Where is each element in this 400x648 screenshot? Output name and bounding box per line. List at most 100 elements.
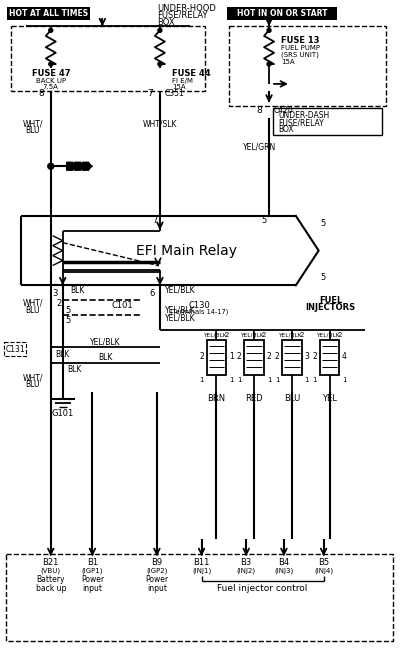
Text: 3: 3: [304, 353, 309, 361]
Text: BOX: BOX: [157, 18, 174, 27]
Text: 2: 2: [237, 353, 242, 361]
Text: 4: 4: [342, 353, 347, 361]
Polygon shape: [74, 162, 84, 170]
Text: WHT/: WHT/: [23, 299, 43, 308]
Text: G101: G101: [52, 409, 74, 418]
Text: HOT IN ON OR START: HOT IN ON OR START: [237, 9, 327, 18]
Text: YEL/BLK: YEL/BLK: [278, 332, 302, 338]
Text: EFI Main Relay: EFI Main Relay: [136, 244, 237, 258]
Text: YEL/BLK: YEL/BLK: [316, 332, 339, 338]
Bar: [273, 108, 382, 135]
Text: (INJ2): (INJ2): [237, 568, 256, 574]
Circle shape: [267, 29, 271, 32]
Text: Power: Power: [145, 575, 168, 584]
Text: 1: 1: [304, 376, 309, 382]
Text: (INJ4): (INJ4): [314, 568, 333, 574]
Text: 5: 5: [65, 306, 70, 315]
Polygon shape: [67, 162, 76, 170]
Text: UNDER-HOOD: UNDER-HOOD: [157, 4, 216, 13]
Text: YEL/BLK: YEL/BLK: [203, 332, 226, 338]
Text: FUSE 44: FUSE 44: [172, 69, 210, 78]
Circle shape: [158, 29, 162, 32]
Text: (INJ1): (INJ1): [192, 568, 211, 574]
Text: B11: B11: [193, 558, 210, 566]
Text: (IGP1): (IGP1): [82, 568, 103, 574]
Text: BLU: BLU: [26, 306, 40, 315]
Text: input: input: [82, 584, 102, 594]
Text: INJECTORS: INJECTORS: [306, 303, 356, 312]
Text: 5: 5: [320, 273, 325, 282]
Bar: [4, 342, 26, 356]
Text: WHT/: WHT/: [23, 373, 43, 382]
Text: YEL/GRN: YEL/GRN: [242, 143, 276, 152]
Text: YEL/BLK: YEL/BLK: [240, 332, 264, 338]
Text: BLK: BLK: [56, 351, 70, 359]
Text: input: input: [147, 584, 167, 594]
Text: 2: 2: [56, 299, 61, 308]
Text: 5: 5: [65, 316, 70, 325]
Text: (IGP2): (IGP2): [146, 568, 168, 574]
Bar: [282, 340, 302, 375]
Text: YEL/BLK: YEL/BLK: [90, 338, 121, 347]
Text: Power: Power: [81, 575, 104, 584]
Text: Battery: Battery: [36, 575, 65, 584]
Text: 7.5A: 7.5A: [43, 84, 59, 90]
Text: 1: 1: [312, 376, 317, 382]
Text: B21: B21: [42, 558, 59, 566]
Bar: [244, 340, 264, 375]
Circle shape: [48, 163, 54, 169]
Text: (VBU): (VBU): [41, 568, 61, 574]
Text: 8: 8: [38, 89, 44, 98]
Text: B3: B3: [240, 558, 252, 566]
Text: Fuel injector control: Fuel injector control: [217, 584, 307, 594]
Text: 1: 1: [229, 353, 234, 361]
Text: 2: 2: [337, 332, 342, 338]
Text: 2: 2: [267, 353, 272, 361]
Text: C351: C351: [165, 89, 185, 98]
Circle shape: [158, 62, 162, 66]
Circle shape: [49, 62, 53, 66]
Text: BACK UP: BACK UP: [36, 78, 66, 84]
Text: FI E/M: FI E/M: [172, 78, 193, 84]
Bar: [227, 6, 336, 20]
Text: 2: 2: [199, 353, 204, 361]
Bar: [7, 6, 90, 20]
Text: 5: 5: [320, 219, 325, 228]
Text: 15A: 15A: [172, 84, 186, 90]
Text: FUSE/RELAY: FUSE/RELAY: [278, 118, 324, 127]
Text: (SRS UNIT): (SRS UNIT): [281, 52, 319, 58]
Text: 1: 1: [229, 376, 234, 382]
Text: C101: C101: [111, 301, 133, 310]
Text: 2: 2: [224, 332, 228, 338]
Polygon shape: [82, 162, 92, 170]
Circle shape: [267, 62, 271, 66]
Text: BLK: BLK: [71, 286, 85, 295]
Text: 1: 1: [342, 376, 347, 382]
Text: B4: B4: [278, 558, 290, 566]
Circle shape: [49, 29, 53, 32]
Text: FUEL PUMP: FUEL PUMP: [281, 45, 320, 51]
Text: 1: 1: [267, 376, 271, 382]
Text: 2: 2: [274, 353, 279, 361]
Text: 2: 2: [300, 332, 304, 338]
Text: C420: C420: [274, 106, 294, 115]
Bar: [206, 340, 226, 375]
Text: BOX: BOX: [278, 125, 294, 134]
Text: WHT/: WHT/: [23, 119, 43, 128]
Text: 7: 7: [147, 89, 153, 98]
Text: B9: B9: [151, 558, 162, 566]
Text: 6: 6: [150, 289, 155, 297]
Text: BLK: BLK: [68, 365, 82, 374]
Text: YEL/BLK: YEL/BLK: [165, 314, 196, 323]
Text: BLK: BLK: [98, 353, 112, 362]
Text: FUSE 47: FUSE 47: [32, 69, 70, 78]
Text: C131: C131: [6, 345, 26, 354]
Text: FUEL: FUEL: [319, 295, 342, 305]
Text: 15A: 15A: [281, 59, 294, 65]
Bar: [320, 340, 340, 375]
Text: BLU: BLU: [26, 126, 40, 135]
Text: YEL/BLK: YEL/BLK: [165, 306, 196, 315]
Text: 2: 2: [262, 332, 266, 338]
Text: WHT/SLK: WHT/SLK: [143, 119, 177, 128]
Text: B5: B5: [318, 558, 329, 566]
